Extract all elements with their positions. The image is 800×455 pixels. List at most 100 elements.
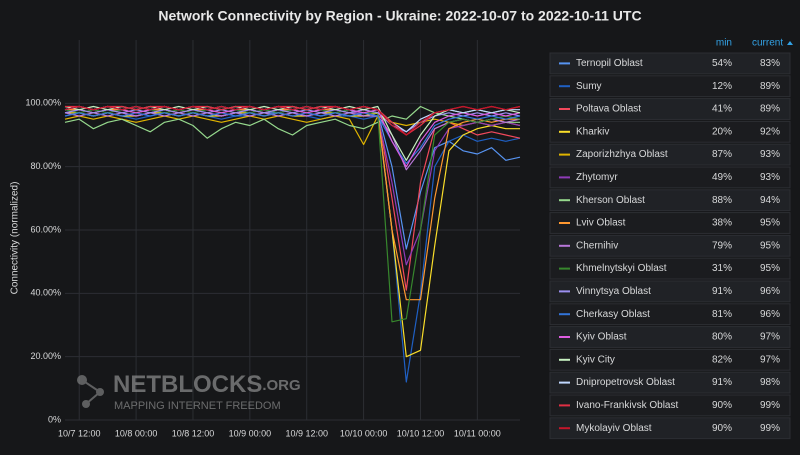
legend-current: 93%	[760, 172, 780, 183]
series-line	[64, 112, 521, 165]
legend-entry[interactable]: Zhytomyr 49% 93%	[549, 166, 791, 189]
y-tick-label: 0%	[48, 414, 61, 424]
x-tick-label: 10/8 00:00	[115, 428, 158, 438]
legend-label: Mykolayiv Oblast	[576, 423, 652, 434]
legend-min: 80%	[712, 332, 732, 343]
legend-min: 12%	[712, 81, 732, 92]
legend-min: 20%	[712, 126, 732, 137]
legend-min: 87%	[712, 149, 732, 160]
logo-link	[81, 379, 101, 393]
legend-current: 93%	[760, 149, 780, 160]
legend-entry[interactable]: Khmelnytskyi Oblast 31% 95%	[549, 257, 791, 280]
legend-entry[interactable]: Vinnytsya Oblast 91% 96%	[549, 280, 791, 303]
legend-row	[549, 52, 791, 75]
legend-entry[interactable]: Zaporizhzhya Oblast 87% 93%	[549, 143, 791, 166]
legend-header-min[interactable]: min	[716, 38, 732, 49]
legend-label: Zaporizhzhya Oblast	[576, 149, 668, 160]
legend-current: 99%	[760, 423, 780, 434]
legend-current: 95%	[760, 263, 780, 274]
watermark: NETBLOCKS.ORG MAPPING INTERNET FREEDOM	[77, 371, 301, 412]
legend-label: Kyiv Oblast	[576, 332, 627, 343]
legend-min: 41%	[712, 104, 732, 115]
legend-label: Dnipropetrovsk Oblast	[576, 377, 675, 388]
legend: min current Ternopil Oblast 54% 83% Sumy 12%…	[549, 38, 793, 440]
legend-current: 96%	[760, 286, 780, 297]
watermark-brand: NETBLOCKS.ORG	[113, 371, 301, 398]
legend-label: Kyiv City	[576, 354, 615, 365]
legend-row	[549, 143, 791, 166]
legend-row	[549, 280, 791, 303]
y-tick-label: 20.00%	[30, 351, 61, 361]
legend-label: Zhytomyr	[576, 172, 618, 183]
legend-entry[interactable]: Dnipropetrovsk Oblast 91% 98%	[549, 371, 791, 394]
legend-label: Lviv Oblast	[576, 218, 626, 229]
legend-min: 31%	[712, 263, 732, 274]
legend-row	[549, 75, 791, 98]
y-tick-label: 100.00%	[25, 98, 61, 108]
legend-entry[interactable]: Lviv Oblast 38% 95%	[549, 212, 791, 234]
legend-row	[549, 394, 791, 417]
legend-entry[interactable]: Kharkiv 20% 92%	[549, 120, 791, 143]
legend-row	[549, 234, 791, 257]
legend-row	[549, 189, 791, 212]
legend-entry[interactable]: Kyiv City 82% 97%	[549, 348, 791, 371]
y-tick-label: 80.00%	[30, 161, 61, 171]
legend-row	[549, 166, 791, 189]
legend-entry[interactable]: Mykolayiv Oblast 90% 99%	[549, 417, 791, 440]
x-tick-label: 10/7 12:00	[58, 428, 101, 438]
legend-label: Kharkiv	[576, 126, 609, 137]
legend-entry[interactable]: Cherkasy Oblast 81% 96%	[549, 303, 791, 326]
logo-link	[85, 391, 101, 405]
plot-lines	[64, 105, 521, 383]
legend-min: 91%	[712, 377, 732, 388]
legend-min: 91%	[712, 286, 732, 297]
y-tick-label: 60.00%	[30, 224, 61, 234]
legend-current: 89%	[760, 104, 780, 115]
legend-entry[interactable]: Poltava Oblast 41% 89%	[549, 98, 791, 120]
legend-min: 90%	[712, 423, 732, 434]
legend-min: 88%	[712, 195, 732, 206]
legend-current: 97%	[760, 332, 780, 343]
x-tick-label: 10/9 00:00	[229, 428, 272, 438]
grid: 0% 20.00% 40.00% 60.00% 80.00% 100.00% 10/7 12…	[25, 40, 520, 438]
y-axis-label: Connectivity (normalized)	[10, 182, 21, 295]
legend-row	[549, 371, 791, 394]
legend-label: Kherson Oblast	[576, 195, 645, 206]
legend-min: 38%	[712, 218, 732, 229]
legend-row	[549, 303, 791, 326]
legend-current: 83%	[760, 58, 780, 69]
legend-entry[interactable]: Ivano-Frankivsk Oblast 90% 99%	[549, 394, 791, 417]
legend-row	[549, 326, 791, 348]
legend-row	[549, 417, 791, 440]
legend-min: 54%	[712, 58, 732, 69]
legend-header-current[interactable]: current	[752, 38, 783, 49]
watermark-tagline: MAPPING INTERNET FREEDOM	[114, 400, 281, 412]
legend-current: 95%	[760, 240, 780, 251]
legend-current: 97%	[760, 354, 780, 365]
legend-label: Cherkasy Oblast	[576, 309, 650, 320]
legend-label: Sumy	[576, 81, 602, 92]
legend-entry[interactable]: Kherson Oblast 88% 94%	[549, 189, 791, 212]
series-line	[64, 105, 521, 136]
x-tick-label: 10/8 12:00	[172, 428, 215, 438]
legend-min: 82%	[712, 354, 732, 365]
legend-label: Poltava Oblast	[576, 104, 641, 115]
sort-arrow	[787, 41, 793, 45]
legend-entry[interactable]: Ternopil Oblast 54% 83%	[549, 52, 791, 75]
legend-label: Ivano-Frankivsk Oblast	[576, 400, 678, 411]
legend-min: 49%	[712, 172, 732, 183]
y-tick-label: 40.00%	[30, 288, 61, 298]
legend-min: 90%	[712, 400, 732, 411]
legend-entry[interactable]: Chernihiv 79% 95%	[549, 234, 791, 257]
legend-current: 94%	[760, 195, 780, 206]
legend-current: 98%	[760, 377, 780, 388]
legend-row	[549, 120, 791, 143]
legend-label: Ternopil Oblast	[576, 58, 643, 69]
series-line	[64, 105, 520, 139]
legend-min: 81%	[712, 309, 732, 320]
legend-entry[interactable]: Kyiv Oblast 80% 97%	[549, 326, 791, 348]
legend-current: 96%	[760, 309, 780, 320]
legend-current: 99%	[760, 400, 780, 411]
legend-entry[interactable]: Sumy 12% 89%	[549, 75, 791, 98]
